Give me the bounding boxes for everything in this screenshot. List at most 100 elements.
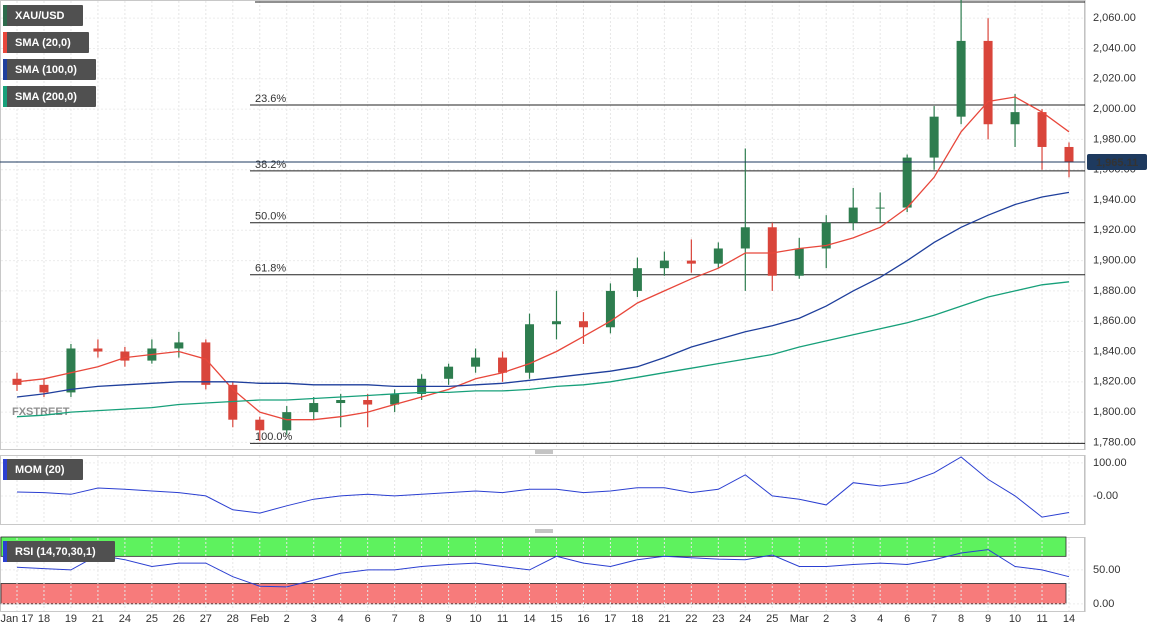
fib-label: 38.2% xyxy=(255,159,286,171)
candle-body xyxy=(12,378,22,385)
candle-body xyxy=(1010,112,1020,125)
candle-body xyxy=(875,207,885,209)
y-tick-label: 2,060.00 xyxy=(1093,12,1136,24)
x-tick-label: 19 xyxy=(65,613,77,625)
y-tick-label: 0.00 xyxy=(1093,598,1114,610)
legend-tag xyxy=(3,541,115,562)
candle-body xyxy=(525,324,535,373)
x-tick-label: 18 xyxy=(631,613,643,625)
x-tick-label: 24 xyxy=(119,613,131,625)
candle-body xyxy=(713,248,723,264)
x-tick-label: Feb xyxy=(250,613,269,625)
y-tick-label: 1,920.00 xyxy=(1093,224,1136,236)
x-tick-label: 21 xyxy=(92,613,104,625)
candle-body xyxy=(605,290,615,328)
x-tick-label: 9 xyxy=(446,613,452,625)
candle-body xyxy=(821,222,831,249)
candle-body xyxy=(632,268,642,291)
y-tick-label: 2,020.00 xyxy=(1093,73,1136,85)
x-tick-label: 2 xyxy=(284,613,290,625)
legend-swatch xyxy=(3,541,7,562)
candle-body xyxy=(120,351,130,361)
y-tick-label: 50.00 xyxy=(1093,564,1121,576)
x-tick-label: 14 xyxy=(523,613,535,625)
x-tick-label: Jan 17 xyxy=(0,613,33,625)
legend-label: SMA (100,0) xyxy=(15,64,77,76)
x-tick-label: 27 xyxy=(200,613,212,625)
candle-body xyxy=(444,366,454,379)
candle-body xyxy=(93,348,103,352)
x-tick-label: 25 xyxy=(766,613,778,625)
x-tick-label: 3 xyxy=(850,613,856,625)
legend-label: SMA (200,0) xyxy=(15,91,77,103)
x-tick-label: 15 xyxy=(550,613,562,625)
candle-body xyxy=(282,412,292,431)
x-tick-label: 8 xyxy=(958,613,964,625)
candle-body xyxy=(390,393,400,405)
x-tick-label: 28 xyxy=(227,613,239,625)
panel-frame xyxy=(0,0,1085,450)
y-tick-label: 1,980.00 xyxy=(1093,133,1136,145)
y-tick-label: 100.00 xyxy=(1093,457,1127,469)
y-tick-label: 1,860.00 xyxy=(1093,315,1136,327)
x-tick-label: 3 xyxy=(311,613,317,625)
x-tick-label: Mar xyxy=(790,613,809,625)
candle-body xyxy=(740,227,750,249)
x-tick-label: 4 xyxy=(338,613,344,625)
candle-body xyxy=(471,357,481,367)
x-tick-label: 10 xyxy=(1009,613,1021,625)
candle-body xyxy=(174,342,184,349)
x-tick-label: 23 xyxy=(712,613,724,625)
y-tick-label: -0.00 xyxy=(1093,490,1118,502)
legend-swatch xyxy=(3,59,7,80)
last-price-label: 1,965.11 xyxy=(1096,157,1138,169)
watermark: FXSTREET xyxy=(12,406,70,418)
x-tick-label: 16 xyxy=(577,613,589,625)
fib-label: 50.0% xyxy=(255,211,286,223)
legend-tag xyxy=(3,32,89,53)
overbought-band xyxy=(0,536,1067,557)
x-tick-label: 17 xyxy=(604,613,616,625)
legend-swatch xyxy=(3,86,7,107)
x-tick-label: 14 xyxy=(1063,613,1075,625)
x-tick-label: 24 xyxy=(739,613,751,625)
y-tick-label: 2,000.00 xyxy=(1093,103,1136,115)
candle-body xyxy=(848,207,858,223)
legend-tag xyxy=(3,459,83,480)
legend-swatch xyxy=(3,5,7,26)
y-tick-label: 1,900.00 xyxy=(1093,255,1136,267)
x-tick-label: 18 xyxy=(38,613,50,625)
candle-body xyxy=(255,419,265,431)
indicator-line xyxy=(16,549,1070,588)
y-tick-label: 2,040.00 xyxy=(1093,42,1136,54)
x-tick-label: 2 xyxy=(823,613,829,625)
x-tick-label: 4 xyxy=(877,613,883,625)
candle-body xyxy=(1037,112,1047,147)
x-tick-label: 10 xyxy=(469,613,481,625)
candle-body xyxy=(767,227,777,276)
candle-body xyxy=(498,357,508,373)
fib-label: 23.6% xyxy=(255,93,286,105)
y-tick-label: 1,800.00 xyxy=(1093,406,1136,418)
y-tick-label: 1,840.00 xyxy=(1093,345,1136,357)
legend-label: MOM (20) xyxy=(15,464,65,476)
candle-body xyxy=(336,400,346,404)
candle-body xyxy=(363,400,373,405)
legend-tag xyxy=(3,86,96,107)
candle-body xyxy=(201,342,211,385)
indicator-line xyxy=(16,456,1070,518)
panel-frame xyxy=(0,455,1085,525)
sma-line xyxy=(16,191,1070,398)
x-tick-label: 7 xyxy=(931,613,937,625)
legend-swatch xyxy=(3,32,7,53)
y-tick-label: 1,880.00 xyxy=(1093,285,1136,297)
x-tick-label: 26 xyxy=(173,613,185,625)
x-tick-label: 25 xyxy=(146,613,158,625)
candle-body xyxy=(39,384,49,393)
sma-line xyxy=(16,281,1070,418)
fib-label: 61.8% xyxy=(255,263,286,275)
x-tick-label: 22 xyxy=(685,613,697,625)
legend-label: XAU/USD xyxy=(15,10,65,22)
x-tick-label: 6 xyxy=(365,613,371,625)
candle-body xyxy=(578,321,588,328)
